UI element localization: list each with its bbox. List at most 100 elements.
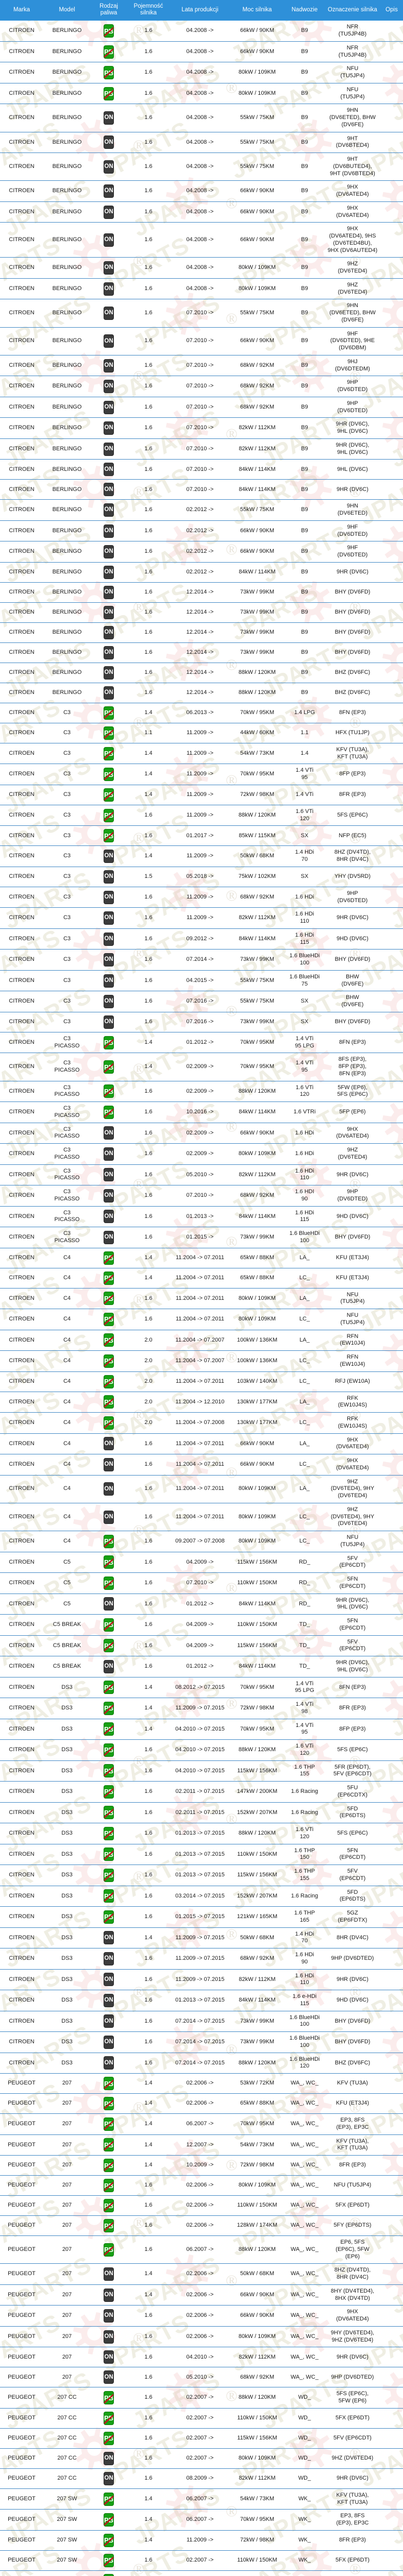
table-row[interactable]: CITROENC3PB1.411.2009 ->54kW / 73KM1.4KF… <box>0 742 403 764</box>
table-row[interactable]: CITROEN BERLINGO ON 1.6 07.2010 -> 68kW / 92K… <box>0 376 403 397</box>
table-row[interactable]: CITROEN C3 ON 1.6 07.2014 -> 73kW / 99KM 1.6 B… <box>0 949 403 971</box>
table-row[interactable]: CITROEN C3 PICASSO ON 1.6 01.2013 -> 84kW / 11… <box>0 1206 403 1227</box>
table-row[interactable]: CITROEN BERLINGO ON 1.6 02.2012 -> 66kW / 90K… <box>0 541 403 563</box>
table-row[interactable]: CITROEN BERLINGO ON 1.6 04.2008 -> 66kW / 90K… <box>0 222 403 258</box>
table-row[interactable]: CITROEN DS3 ON 1.6 11.2009 -> 07.2015 68kW / … <box>0 1948 403 1970</box>
table-row[interactable]: PEUGEOT 207 ON 1.6 04.2010 -> 82kW / 112KM WA_… <box>0 2347 403 2367</box>
table-row[interactable]: CITROEN C3 ON 1.6 09.2012 -> 84kW / 114KM 1.6 … <box>0 928 403 950</box>
table-row[interactable]: CITROEN DS3 ON 1.6 01.2013 -> 07.2015 84kW / … <box>0 1990 403 2011</box>
table-row[interactable]: CITROEN BERLINGO ON 1.6 12.2014 -> 88kW / 120… <box>0 662 403 683</box>
table-row[interactable]: PEUGEOT 207 CC ON 1.6 02.2007 -> 80kW / 109KM… <box>0 2448 403 2469</box>
table-row[interactable]: CITROEN BERLINGO ON 1.6 07.2010 -> 55kW / 75K… <box>0 299 403 328</box>
table-row[interactable]: CITROEN C4 ON 1.6 11.2004 -> 07.2011 80kW / 1… <box>0 1502 403 1531</box>
table-row[interactable]: CITROEN BERLINGO ON 1.6 04.2008 -> 80kW / 109… <box>0 278 403 299</box>
table-row[interactable]: CITROEN BERLINGO ON 1.6 07.2010 -> 66kW / 90K… <box>0 327 403 355</box>
table-row[interactable]: CITROEN C3 ON 1.6 04.2015 -> 55kW / 75KM 1.6 B… <box>0 970 403 991</box>
table-row[interactable]: PEUGEOT 207 CC ON 1.6 08.2009 -> 82kW / 112KM… <box>0 2468 403 2489</box>
table-row[interactable]: CITROEN DS3 ON 1.6 07.2014 -> 07.2015 73kW / … <box>0 2031 403 2053</box>
table-row[interactable]: CITROEN BERLINGO ON 1.6 07.2010 -> 68kW / 92K… <box>0 354 403 376</box>
table-row[interactable]: CITROEN BERLINGO ON 1.6 12.2014 -> 73kW / 99K… <box>0 582 403 603</box>
table-row[interactable]: CITROEN DS3 ON 1.6 07.2014 -> 07.2015 73kW / … <box>0 2010 403 2032</box>
table-row[interactable]: CITROEN BERLINGO ON 1.6 12.2014 -> 88kW / 120… <box>0 682 403 703</box>
table-row[interactable]: CITROEN C5 ON 1.6 01.2012 -> 84kW / 114KM RD_ 9… <box>0 1593 403 1615</box>
table-row[interactable]: CITROEN BERLINGO ON 1.6 12.2014 -> 73kW / 99K… <box>0 642 403 663</box>
table-row[interactable]: CITROEN BERLINGO ON 1.6 07.2010 -> 82kW / 112… <box>0 438 403 460</box>
table-row[interactable]: CITROEN C5 BREAK ON 1.6 01.2012 -> 84kW / 114… <box>0 1656 403 1677</box>
table-row[interactable]: CITROENC3PB1.111.2009 ->44kW / 60KM1.1HF… <box>0 722 403 743</box>
table-row[interactable]: CITROEN BERLINGO ON 1.6 12.2014 -> 73kW / 99K… <box>0 602 403 623</box>
table-row[interactable]: CITROEN BERLINGO ON 1.6 07.2010 -> 68kW / 92K… <box>0 396 403 418</box>
table-row[interactable]: CITROEN C3 PICASSO ON 1.6 02.2009 -> 66kW / 90… <box>0 1122 403 1144</box>
table-row[interactable]: CITROEN C3 PICASSO ON 1.6 02.2009 -> 80kW / 10… <box>0 1143 403 1165</box>
table-row[interactable]: CITROEN DS3 ON 1.6 11.2009 -> 07.2015 82kW / … <box>0 1969 403 1990</box>
table-row[interactable]: CITROEN BERLINGO ON 1.6 04.2008 -> 55kW / 75K… <box>0 152 403 181</box>
table-row[interactable]: CITROEN BERLINGO ON 1.6 04.2008 -> 66kW / 90K… <box>0 201 403 223</box>
table-row[interactable]: CITROEN C3 PICASSO ON 1.6 05.2010 -> 82kW / 11… <box>0 1164 403 1185</box>
table-row[interactable]: CITROEN BERLINGO ON 1.6 02.2012 -> 55kW / 75K… <box>0 499 403 521</box>
table-row[interactable]: CITROEN C3 ON 1.6 07.2016 -> 55kW / 75KM SX BHW… <box>0 991 403 1012</box>
table-row[interactable]: PEUGEOT 207 ON 1.6 05.2010 -> 68kW / 92KM WA_,… <box>0 2367 403 2387</box>
table-row[interactable]: CITROEN BERLINGO ON 1.6 04.2008 -> 80kW / 109… <box>0 257 403 279</box>
table-row[interactable]: PEUGEOT 207 ON 1.6 02.2006 -> 66kW / 90KM WA_,… <box>0 2305 403 2327</box>
table-row[interactable]: CITROEN C3 PICASSO ON 1.6 07.2010 -> 68kW / 92… <box>0 1185 403 1207</box>
table-row[interactable]: CITROEN BERLINGO ON 1.6 02.2012 -> 66kW / 90K… <box>0 520 403 541</box>
table-row[interactable]: CITROEN BERLINGO ON 1.6 04.2008 -> 66kW / 90K… <box>0 180 403 202</box>
table-row[interactable]: CITROEN C4 ON 1.6 11.2004 -> 07.2011 66kW / 9… <box>0 1454 403 1476</box>
table-row[interactable]: CITROEN C4 ON 1.6 11.2004 -> 07.2011 66kW / 9… <box>0 1433 403 1454</box>
table-row[interactable]: CITROEN DS3 ON 1.6 07.2014 -> 07.2015 88kW / … <box>0 2052 403 2074</box>
table-row[interactable]: PEUGEOT 207 ON 1.4 02.2006 -> 50kW / 68KM WA_,… <box>0 2263 403 2285</box>
table-row[interactable]: PEUGEOT 207 ON 1.6 02.2006 -> 80kW / 109KM WA_… <box>0 2326 403 2347</box>
table-row[interactable]: CITROEN BERLINGO ON 1.6 07.2010 -> 82kW / 112… <box>0 417 403 439</box>
table-row[interactable]: CITROEN C3 ON 1.5 05.2018 -> 75kW / 102KM SX YH… <box>0 866 403 887</box>
table-row[interactable]: CITROEN C3 ON 1.4 11.2009 -> 50kW / 68KM 1.4 H… <box>0 845 403 867</box>
table-row[interactable]: CITROEN C4 ON 1.6 11.2004 -> 07.2011 80kW / 1… <box>0 1475 403 1503</box>
table-row[interactable]: CITROEN BERLINGO ON 1.6 07.2010 -> 84kW / 114… <box>0 459 403 480</box>
table-row[interactable]: CITROEN C3 ON 1.6 11.2009 -> 82kW / 112KM 1.6 … <box>0 907 403 929</box>
